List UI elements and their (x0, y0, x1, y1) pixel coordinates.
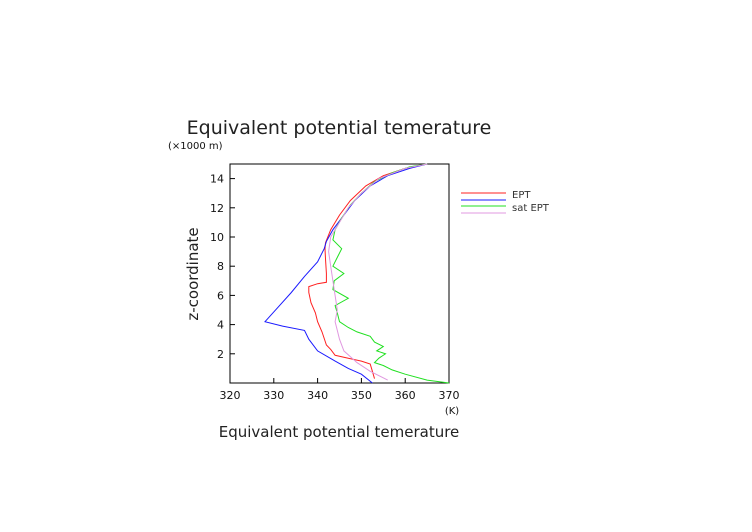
y-tick-label: 14 (210, 173, 224, 186)
plot-frame (229, 163, 450, 384)
legend-label: sat EPT (512, 203, 550, 214)
x-axis-ticks: 320 330 340 350 360 370 (220, 378, 460, 402)
y-tick-label: 10 (210, 231, 224, 244)
x-axis-label: Equivalent potential temerature (219, 423, 460, 441)
series-line-3 (332, 163, 450, 384)
y-axis-unit: (×1000 m) (168, 141, 223, 152)
y-axis-ticks: 2 4 6 8 10 12 14 (210, 173, 235, 361)
y-tick-label: 12 (210, 202, 224, 215)
plot-area: 320 330 340 350 360 370 2 4 6 8 10 12 14 (210, 163, 460, 402)
series-line-1 (308, 163, 428, 379)
x-tick-label: 360 (395, 389, 416, 402)
legend-label: EPT (512, 190, 531, 201)
legend: EPT sat EPT (461, 190, 550, 214)
series-lines (264, 163, 450, 384)
y-axis-label: z-coordinate (184, 227, 202, 320)
x-tick-label: 340 (307, 389, 328, 402)
x-tick-label: 330 (263, 389, 284, 402)
x-tick-label: 350 (351, 389, 372, 402)
y-tick-label: 4 (217, 319, 224, 332)
series-line-4 (328, 163, 428, 381)
y-tick-label: 6 (217, 289, 224, 302)
series-line-2 (264, 163, 428, 384)
y-tick-label: 8 (217, 260, 224, 273)
x-tick-label: 370 (439, 389, 460, 402)
x-axis-unit: (K) (445, 406, 459, 417)
chart-title: Equivalent potential temerature (187, 117, 492, 139)
x-tick-label: 320 (220, 389, 241, 402)
y-tick-label: 2 (217, 348, 224, 361)
